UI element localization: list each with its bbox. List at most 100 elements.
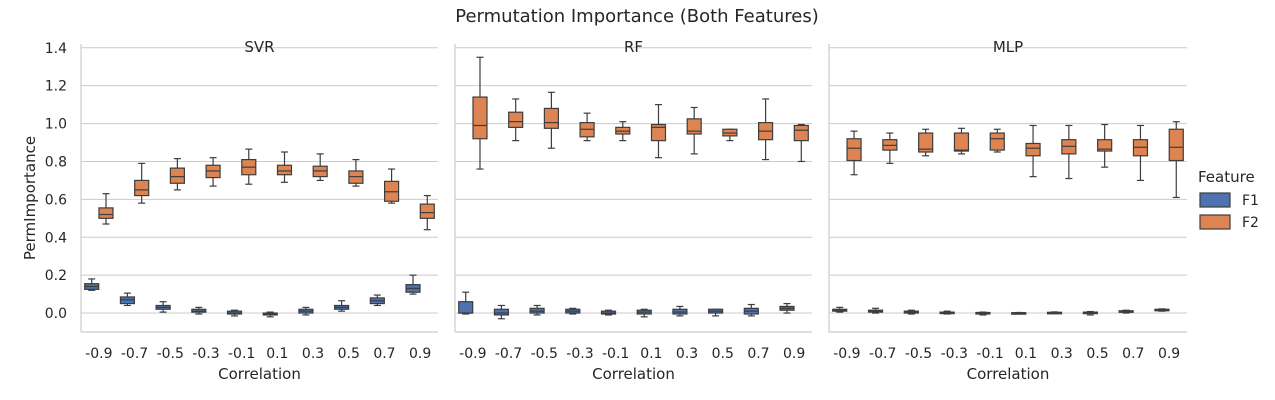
box-f1 [1011,311,1027,315]
box-f2 [579,112,595,142]
x-tick-label: 0.1 [266,346,288,362]
box-body [543,107,559,129]
box-f1 [369,294,385,307]
x-tick-label: 0.7 [747,346,769,362]
x-tick-label: 0.9 [783,346,805,362]
x-tick-label: 0.9 [409,346,431,362]
box-body [953,132,970,152]
x-tick-label: -0.1 [228,346,255,362]
box-body [134,179,150,197]
box-f2 [918,128,934,157]
box-f2 [1132,124,1149,182]
x-tick-label: -0.7 [121,346,148,362]
box-body [1168,128,1184,162]
box-f1 [1082,310,1098,316]
box-f2 [543,91,559,149]
box-body [1025,142,1041,157]
y-tick-label: 1.2 [45,79,67,95]
box-f1 [975,311,991,316]
chart-title: Permutation Importance (Both Features) [455,6,818,27]
x-axis-label: Correlation [218,365,301,383]
box-f2 [757,98,774,161]
box-f1 [458,291,474,315]
box-f2 [1025,124,1041,178]
box-f1 [672,305,688,317]
box-f1 [1118,309,1134,314]
panel-title: RF [624,38,643,56]
panel-mlp: MLP -0.9 -0.7 -0.5 -0.3 -0.1 0.1 0.3 0.5 0.7 0.9 Co… [828,38,1187,383]
box-f2 [846,130,862,176]
box-f2 [686,106,702,155]
x-tick-label: -0.7 [869,346,896,362]
box-f2 [383,168,400,204]
box-f2 [1097,123,1113,168]
box-f2 [472,56,488,170]
box-body [276,164,293,176]
box-body [472,96,488,140]
box-f1 [832,306,848,313]
x-tick-label: 0.3 [1051,346,1073,362]
x-tick-label: 0.9 [1158,346,1180,362]
box-f1 [84,278,100,291]
x-tick-label: -0.5 [905,346,932,362]
box-body [846,138,862,162]
x-tick-label: 0.7 [1122,346,1144,362]
box-f1 [1046,311,1063,315]
box-body [989,132,1005,151]
panels: 0.00.20.40.60.81.01.21.4 SVR-0.9 -0.7 -0.5-… [45,38,1187,383]
box-body [169,167,185,184]
panel-title: MLP [993,38,1023,56]
box-f2 [312,153,328,182]
box-f1 [636,308,652,318]
box-f1 [708,308,724,317]
legend-title: Feature [1198,168,1255,186]
x-tick-label: -0.1 [976,346,1003,362]
box-f1 [903,309,919,315]
y-tick-label: 1.0 [45,117,67,133]
y-tick-label: 0.0 [45,306,67,322]
x-tick-label: 0.1 [1015,346,1037,362]
box-body [98,207,114,219]
y-tick-label: 0.4 [45,230,67,246]
box-f2 [793,123,809,163]
x-tick-label: -0.7 [495,346,522,362]
box-body [918,132,934,153]
x-tick-label: 0.7 [373,346,395,362]
box-body [650,123,667,142]
x-tick-label: -0.5 [531,346,558,362]
box-body [1097,139,1113,152]
box-body [458,301,474,314]
box-body [508,111,524,128]
box-f2 [615,121,631,142]
box-f2 [1061,124,1077,180]
box-f1 [262,311,278,318]
box-f1 [867,307,884,314]
box-f1 [226,309,243,317]
box-f1 [529,304,545,316]
box-f1 [1154,308,1170,312]
x-tick-label: 0.5 [1086,346,1108,362]
x-tick-label: -0.9 [85,346,112,362]
box-f2 [722,128,738,142]
box-f2 [1168,121,1184,199]
box-f1 [743,303,759,317]
box-f2 [169,158,185,191]
y-axis-label: PermImportance [21,136,39,260]
y-tick-label: 0.2 [45,268,67,284]
box-f1 [155,301,171,313]
x-tick-label: 0.5 [712,346,734,362]
x-tick-label: -0.3 [192,346,219,362]
box-body [686,118,702,135]
x-tick-label: 0.5 [338,346,360,362]
box-f1 [119,292,136,307]
x-axis-label: Correlation [967,365,1050,383]
box-f1 [600,309,617,316]
box-f2 [953,127,970,155]
x-tick-label: -0.1 [602,346,629,362]
x-axis-label: Correlation [592,365,675,383]
panel-rf: RF -0.9 -0.7 -0.5 -0.3 -0.1 0.1 0.3 0.5 0.7 0.9 Cor… [454,38,812,383]
legend: Feature F1 F2 [1198,168,1259,231]
box-f2 [989,128,1005,153]
box-f1 [405,274,421,295]
box-f2 [508,98,524,142]
